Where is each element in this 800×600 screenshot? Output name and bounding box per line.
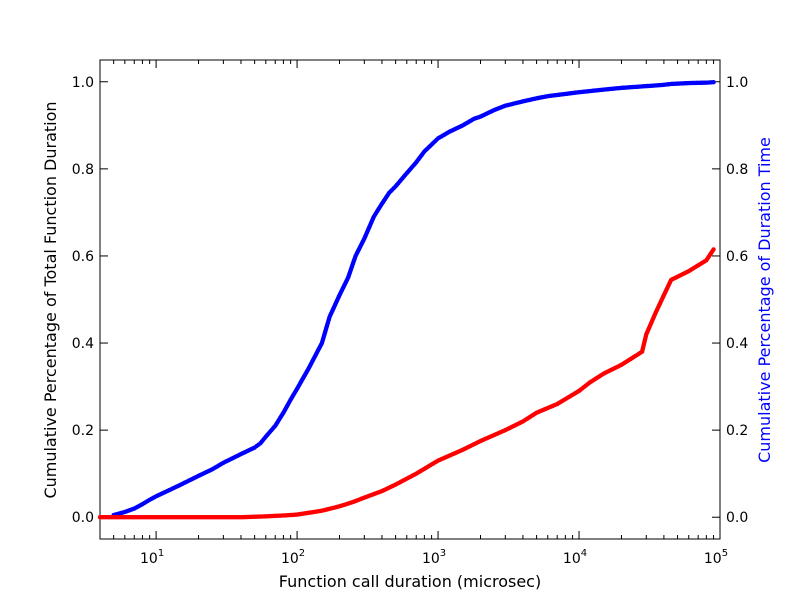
x-tick-label-base: 10 (422, 551, 440, 567)
blue-series (111, 80, 716, 518)
blue-series-point (711, 80, 716, 85)
x-tick-label-exponent: 4 (581, 548, 587, 559)
x-tick-label-base: 10 (140, 551, 158, 567)
y-axis-right-label: Cumulative Percentage of Duration Time (755, 137, 774, 463)
y-right-tick-label: 0.2 (726, 423, 748, 439)
x-tick-label: 102 (281, 548, 305, 567)
x-tick-label: 101 (140, 548, 164, 567)
x-tick-label: 105 (704, 548, 728, 567)
y-left-tick-label: 1.0 (72, 75, 94, 91)
y-left-tick-label: 0.8 (72, 162, 94, 178)
x-tick-label-exponent: 5 (722, 548, 728, 559)
x-tick-label: 104 (563, 548, 587, 567)
y-right-tick-label: 0.0 (726, 510, 748, 526)
x-tick-label-exponent: 2 (299, 548, 305, 559)
y-left-tick-label: 0.2 (72, 423, 94, 439)
red-series (97, 247, 716, 520)
points-layer (97, 80, 716, 520)
y-left-tick-label: 0.6 (72, 249, 94, 265)
x-tick-label-base: 10 (281, 551, 299, 567)
plot-frame (99, 59, 721, 540)
y-right-tick-label: 0.8 (726, 162, 748, 178)
y-left-tick-label: 0.0 (72, 510, 94, 526)
y-axis-left-label: Cumulative Percentage of Total Function … (41, 101, 60, 498)
y-right-tick-label: 0.6 (726, 249, 748, 265)
x-tick-label-exponent: 3 (440, 548, 446, 559)
x-tick-label-exponent: 1 (158, 548, 164, 559)
y-right-tick-label: 0.4 (726, 336, 748, 352)
x-axis-label: Function call duration (microsec) (279, 572, 541, 591)
x-tick-label: 103 (422, 548, 446, 567)
y-left-tick-label: 0.4 (72, 336, 94, 352)
y-right-tick-label: 1.0 (726, 75, 748, 91)
red-series-point (711, 247, 716, 252)
x-tick-label-base: 10 (563, 551, 581, 567)
x-tick-label-base: 10 (704, 551, 722, 567)
